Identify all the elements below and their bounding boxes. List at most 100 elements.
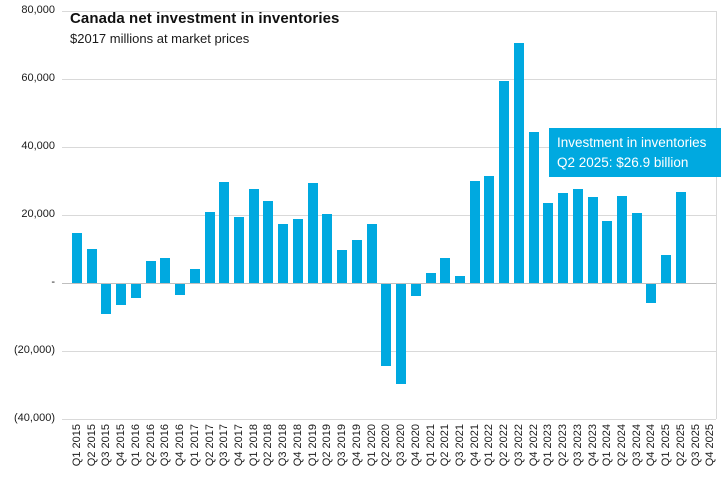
bar-q1-2017 (190, 269, 200, 283)
chart-title: Canada net investment in inventories (70, 10, 340, 27)
x-tick-label: Q1 2023 (542, 424, 554, 467)
bar-q1-2023 (543, 203, 553, 283)
bar-q1-2019 (308, 183, 318, 283)
bar-q2-2022 (499, 81, 509, 283)
bar-q4-2018 (293, 219, 303, 283)
y-tick-label: (20,000) (14, 344, 55, 356)
x-tick-label: Q2 2023 (557, 424, 569, 467)
bar-q1-2016 (131, 284, 141, 298)
x-tick-label: Q4 2016 (174, 424, 186, 467)
bar-q2-2024 (617, 196, 627, 283)
x-tick-label: Q4 2021 (469, 424, 481, 467)
x-tick-label: Q4 2020 (410, 424, 422, 467)
x-tick-label: Q4 2025 (704, 424, 716, 467)
x-tick-label: Q4 2015 (115, 424, 127, 467)
bar-q3-2020 (396, 284, 406, 384)
bar-q3-2022 (514, 43, 524, 283)
y-tick-label: 80,000 (21, 4, 55, 16)
bar-q1-2025 (661, 255, 671, 283)
x-tick-label: Q1 2025 (660, 424, 672, 467)
bar-q3-2021 (455, 276, 465, 283)
x-tick-label: Q3 2022 (513, 424, 525, 467)
x-tick-label: Q1 2015 (71, 424, 83, 467)
bar-q3-2015 (101, 284, 111, 314)
x-tick-label: Q2 2019 (321, 424, 333, 467)
y-tick-label: 60,000 (21, 72, 55, 84)
x-tick-label: Q3 2024 (631, 424, 643, 467)
x-tick-label: Q1 2016 (130, 424, 142, 467)
bar-q2-2023 (558, 193, 568, 283)
x-tick-label: Q4 2018 (292, 424, 304, 467)
bar-q2-2019 (322, 214, 332, 283)
bar-q2-2017 (205, 212, 215, 283)
bar-q4-2021 (470, 181, 480, 283)
bar-q4-2022 (529, 132, 539, 283)
x-tick-label: Q4 2024 (645, 424, 657, 467)
y-tick-label: (40,000) (14, 412, 55, 424)
bar-q4-2016 (175, 284, 185, 295)
gridline (62, 11, 716, 12)
x-tick-label: Q3 2019 (336, 424, 348, 467)
bar-q1-2022 (484, 176, 494, 283)
bar-q4-2024 (646, 284, 656, 303)
x-tick-label: Q3 2025 (690, 424, 702, 467)
bar-q3-2019 (337, 250, 347, 283)
x-tick-label: Q3 2020 (395, 424, 407, 467)
gridline (62, 215, 716, 216)
x-tick-label: Q1 2022 (483, 424, 495, 467)
x-tick-label: Q1 2021 (425, 424, 437, 467)
x-tick-label: Q3 2017 (218, 424, 230, 467)
annotation-callout: Investment in inventories Q2 2025: $26.9… (549, 128, 721, 177)
x-tick-label: Q2 2025 (675, 424, 687, 467)
annotation-line2: Q2 2025: $26.9 billion (557, 155, 689, 170)
x-tick-label: Q1 2019 (307, 424, 319, 467)
bar-q4-2015 (116, 284, 126, 305)
x-tick-label: Q4 2022 (528, 424, 540, 467)
x-tick-label: Q2 2024 (616, 424, 628, 467)
bar-q3-2016 (160, 258, 170, 283)
x-tick-label: Q3 2016 (159, 424, 171, 467)
annotation-line1: Investment in inventories (557, 135, 707, 150)
x-tick-label: Q2 2016 (145, 424, 157, 467)
y-tick-label: 20,000 (21, 208, 55, 220)
bar-q1-2018 (249, 189, 259, 283)
bar-q1-2024 (602, 221, 612, 283)
bar-q2-2020 (381, 284, 391, 366)
bar-q1-2015 (72, 233, 82, 283)
bar-q3-2024 (632, 213, 642, 283)
gridline (62, 79, 716, 80)
zero-axis-line (62, 283, 716, 284)
gridline (62, 419, 716, 420)
chart-subtitle: $2017 millions at market prices (70, 31, 250, 46)
x-tick-label: Q2 2018 (262, 424, 274, 467)
bar-q2-2016 (146, 261, 156, 283)
bar-q4-2023 (588, 197, 598, 283)
x-tick-label: Q2 2020 (380, 424, 392, 467)
bar-q2-2021 (440, 258, 450, 283)
bar-q1-2021 (426, 273, 436, 283)
x-tick-label: Q1 2020 (366, 424, 378, 467)
bar-q3-2023 (573, 189, 583, 283)
y-tick-label: 40,000 (21, 140, 55, 152)
x-tick-label: Q3 2023 (572, 424, 584, 467)
x-tick-label: Q3 2015 (100, 424, 112, 467)
bar-q1-2020 (367, 224, 377, 283)
x-tick-label: Q2 2017 (204, 424, 216, 467)
x-tick-label: Q1 2024 (601, 424, 613, 467)
bar-q3-2017 (219, 182, 229, 283)
bar-q2-2018 (263, 201, 273, 283)
x-tick-label: Q4 2023 (587, 424, 599, 467)
x-tick-label: Q3 2021 (454, 424, 466, 467)
x-tick-label: Q2 2015 (86, 424, 98, 467)
bar-q2-2025 (676, 192, 686, 283)
x-tick-label: Q1 2018 (248, 424, 260, 467)
bar-q3-2018 (278, 224, 288, 283)
x-tick-label: Q4 2017 (233, 424, 245, 467)
x-tick-label: Q4 2019 (351, 424, 363, 467)
gridline (62, 147, 716, 148)
x-tick-label: Q2 2021 (439, 424, 451, 467)
y-tick-label: - (51, 276, 55, 288)
plot-right-border (716, 11, 717, 419)
x-tick-label: Q2 2022 (498, 424, 510, 467)
